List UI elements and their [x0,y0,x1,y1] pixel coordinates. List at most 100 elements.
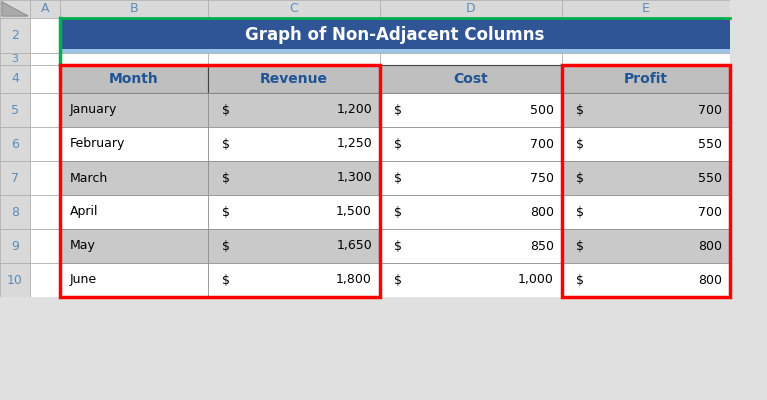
Text: $: $ [576,138,584,150]
Bar [0,53,30,65]
Text: $: $ [576,104,584,116]
Bar [30,18,60,53]
Bar [30,229,60,263]
Bar [562,229,730,263]
Bar [562,161,730,195]
Text: 700: 700 [530,138,554,150]
Bar [208,263,380,297]
Text: 1,800: 1,800 [336,274,372,286]
Bar [0,161,30,195]
Bar [208,229,380,263]
Bar [30,0,60,18]
Bar [0,0,30,18]
Text: Revenue: Revenue [260,72,328,86]
Text: 700: 700 [698,206,722,218]
Bar [208,127,380,161]
Text: 800: 800 [698,274,722,286]
Text: A: A [41,2,49,16]
Bar [208,195,380,229]
Text: 8: 8 [11,206,19,218]
Text: June: June [70,274,97,286]
Text: 800: 800 [530,206,554,218]
Bar [60,65,380,297]
Bar [0,229,30,263]
Bar [0,297,767,400]
Bar [380,263,562,297]
Text: $: $ [222,138,230,150]
Bar [208,0,380,18]
Text: 1,250: 1,250 [336,138,372,150]
Bar [60,49,730,53]
Text: 850: 850 [530,240,554,252]
Text: 500: 500 [530,104,554,116]
Text: $: $ [222,172,230,184]
Text: E: E [642,2,650,16]
Text: 10: 10 [7,274,23,286]
Bar [30,53,60,65]
Text: March: March [70,172,108,184]
Bar [30,127,60,161]
Text: $: $ [394,138,402,150]
Bar [562,93,730,127]
Text: B: B [130,2,138,16]
Text: $: $ [576,206,584,218]
Text: 7: 7 [11,172,19,184]
Bar [0,18,30,53]
Bar [30,195,60,229]
Text: $: $ [394,172,402,184]
Text: May: May [70,240,96,252]
Bar [30,161,60,195]
Text: 6: 6 [11,138,19,150]
Text: 750: 750 [530,172,554,184]
Bar [30,53,60,65]
Bar [380,65,562,93]
Text: 550: 550 [698,172,722,184]
Text: $: $ [222,104,230,116]
Bar [60,263,208,297]
Bar [0,195,30,229]
Bar [60,127,208,161]
Text: $: $ [394,274,402,286]
Text: $: $ [576,274,584,286]
Polygon shape [2,2,28,16]
Bar [60,0,208,18]
Text: 700: 700 [698,104,722,116]
Bar [380,229,562,263]
Bar [208,93,380,127]
Text: January: January [70,104,117,116]
Bar [380,195,562,229]
Text: $: $ [576,172,584,184]
Text: $: $ [394,104,402,116]
Bar [380,127,562,161]
Bar [60,161,208,195]
Bar [730,0,767,400]
Text: $: $ [576,240,584,252]
Text: Month: Month [109,72,159,86]
Bar [30,65,60,93]
Bar [562,65,730,297]
Bar [208,161,380,195]
Text: 9: 9 [11,240,19,252]
Bar [60,93,208,127]
Bar [208,53,380,65]
Text: $: $ [222,240,230,252]
Text: April: April [70,206,98,218]
Text: D: D [466,2,476,16]
Text: 3: 3 [12,54,18,64]
Bar [380,161,562,195]
Bar [380,93,562,127]
Text: 4: 4 [11,72,19,86]
Text: $: $ [394,206,402,218]
Bar [30,263,60,297]
Text: Cost: Cost [453,72,489,86]
Bar [0,263,30,297]
Text: Profit: Profit [624,72,668,86]
Text: Graph of Non-Adjacent Columns: Graph of Non-Adjacent Columns [245,26,545,44]
Text: $: $ [222,274,230,286]
Bar [562,65,730,93]
Bar [60,65,208,93]
Text: $: $ [222,206,230,218]
Text: C: C [290,2,298,16]
Text: 1,200: 1,200 [336,104,372,116]
Text: 1,650: 1,650 [336,240,372,252]
